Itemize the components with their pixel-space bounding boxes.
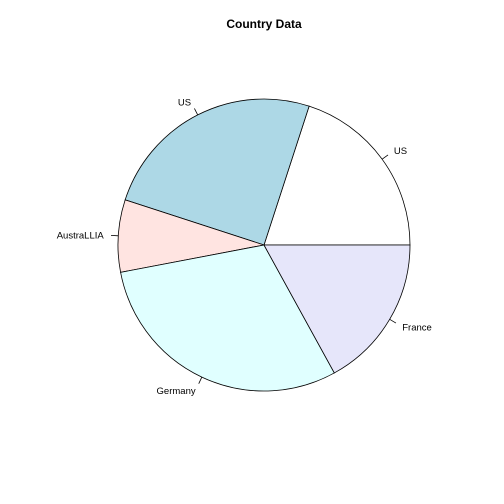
label-tick-0 [381, 154, 389, 160]
slice-label-0: US [394, 146, 407, 157]
label-ticks [110, 108, 397, 384]
label-tick-1 [194, 108, 199, 116]
slice-label-2: AustraLLIA [57, 230, 105, 241]
chart-title: Country Data [226, 17, 302, 31]
slice-label-4: France [402, 322, 432, 333]
slice-labels: US US AustraLLIA Germany France [57, 97, 432, 396]
pie-slice-1 [124, 98, 310, 246]
slice-label-3: Germany [157, 386, 196, 397]
pie-slice-4 [263, 244, 411, 374]
slice-label-1: US [178, 97, 191, 108]
label-tick-3 [198, 376, 203, 384]
pie-slices [117, 98, 411, 392]
label-tick-4 [389, 318, 397, 324]
pie-slice-0 [263, 105, 411, 246]
